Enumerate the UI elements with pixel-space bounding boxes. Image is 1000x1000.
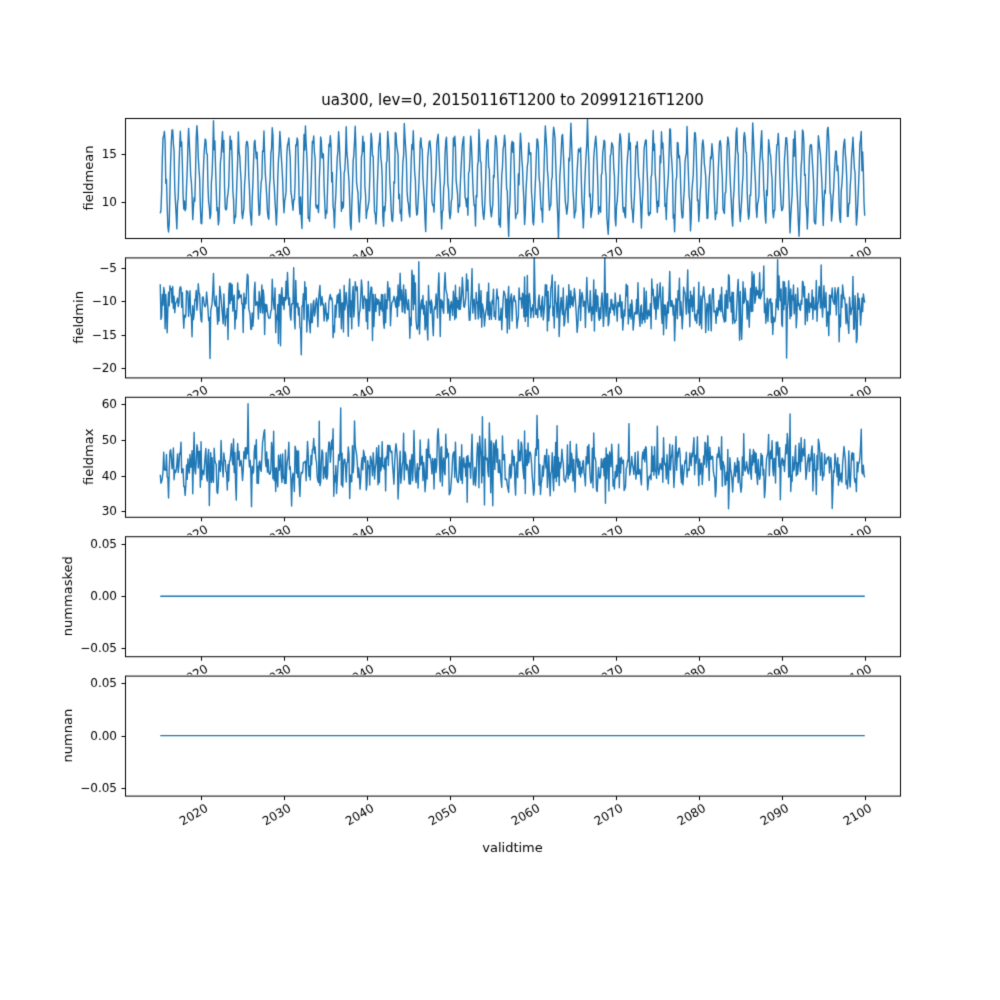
figure (0, 0, 1000, 1000)
timeseries-chart-canvas (0, 0, 1000, 1000)
